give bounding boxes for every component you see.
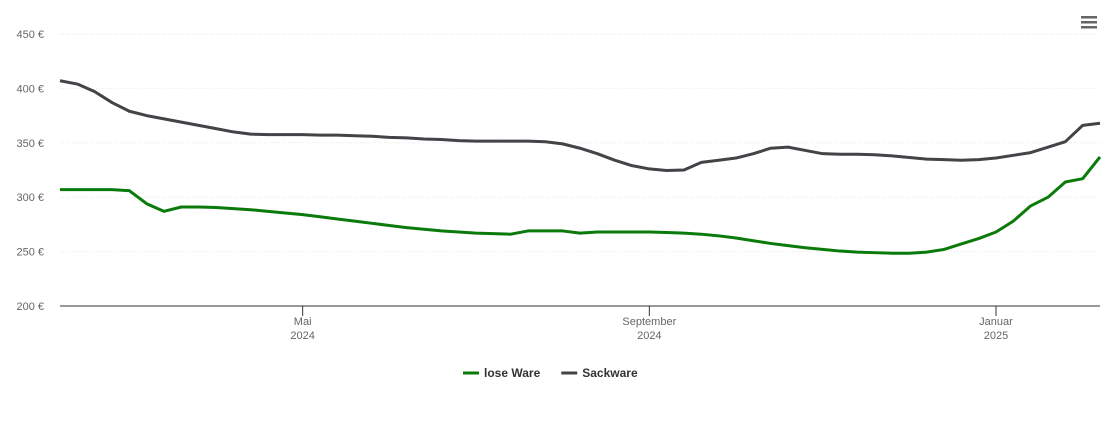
menu-bar <box>1081 26 1097 29</box>
series-line <box>59 79 1101 173</box>
x-tick-label: Mai 2024 <box>290 316 314 342</box>
legend-text: lose Ware <box>484 366 541 380</box>
y-tick-label: 250 € <box>16 247 44 259</box>
x-tick-label: Januar 2025 <box>979 316 1013 342</box>
x-tick-label: September 2024 <box>622 316 676 342</box>
y-tick-label: 350 € <box>16 138 44 150</box>
y-tick-label: 450 € <box>16 29 44 41</box>
y-tick-label: 300 € <box>16 192 44 204</box>
y-tick-label: 400 € <box>16 83 44 95</box>
series-line <box>60 156 1102 255</box>
legend-text: Sackware <box>582 366 638 380</box>
legend-item[interactable]: lose Ware <box>463 366 541 380</box>
y-tick-label: 200 € <box>16 301 44 313</box>
menu-bar <box>1081 21 1097 24</box>
menu-bar <box>1081 16 1097 19</box>
legend-item[interactable]: Sackware <box>561 366 638 380</box>
menu-button[interactable] <box>1080 15 1098 31</box>
